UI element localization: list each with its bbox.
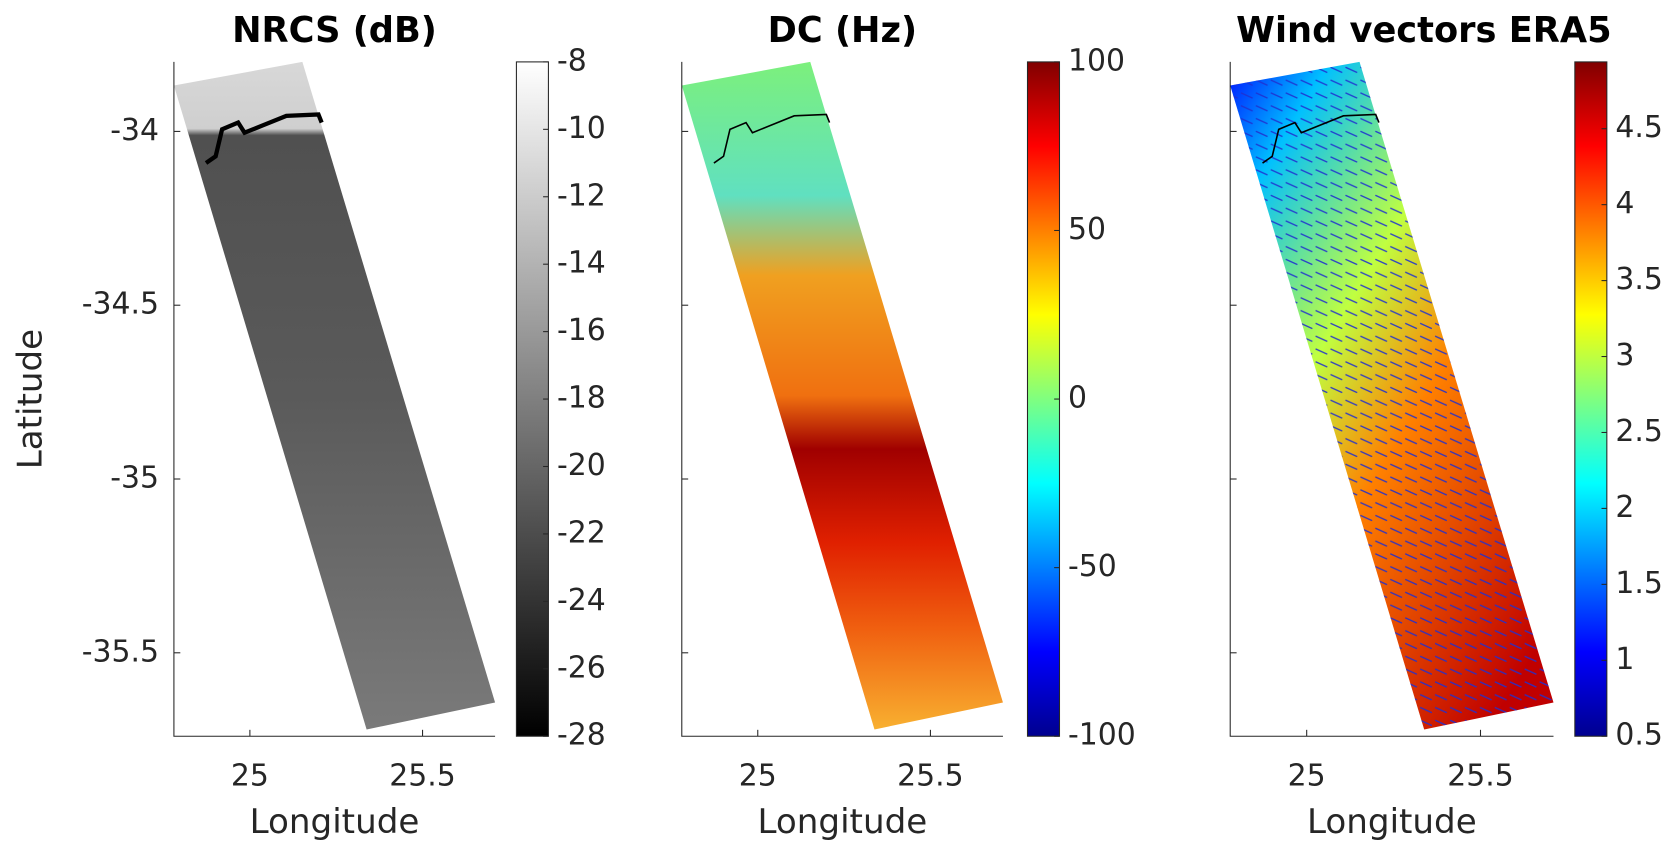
colorbar-tick-label: 4.5: [1615, 110, 1663, 145]
colorbar-tick-label: -12: [557, 178, 606, 213]
coastline: [1262, 113, 1380, 164]
y-tick-label: -34: [110, 113, 159, 148]
x-tick-label: 25: [739, 758, 777, 793]
wind-vectors: [1230, 61, 1554, 730]
swath-image: [681, 61, 1003, 730]
y-tick-label: -35: [110, 461, 159, 496]
colorbar-tick-label: -20: [557, 448, 606, 483]
y-tick-label: -34.5: [82, 287, 159, 322]
x-axis-label: Longitude: [1307, 802, 1477, 842]
axes-frame: [1229, 61, 1554, 737]
colorbar-tick-label: 4: [1615, 186, 1634, 221]
colorbar-tick-label: -22: [557, 515, 606, 550]
x-axis-label: Longitude: [250, 802, 420, 842]
colorbar-tick-label: -26: [557, 650, 606, 685]
panel-title: NRCS (dB): [232, 10, 437, 51]
colorbar-tick-label: 3: [1615, 338, 1634, 373]
colorbar-tick-label: -28: [557, 718, 606, 753]
x-tick-label: 25: [1288, 758, 1326, 793]
colorbar-tick-label: 2: [1615, 490, 1634, 525]
colorbar-tick-label: -14: [557, 246, 606, 281]
colorbar-tick-label: 1: [1615, 642, 1634, 677]
colorbar-tick-label: 2.5: [1615, 414, 1663, 449]
colorbar-tick-label: 1.5: [1615, 566, 1663, 601]
x-tick-label: 25.5: [389, 758, 455, 793]
swath-image: [173, 61, 496, 730]
y-tick-label: -35.5: [82, 634, 159, 669]
colorbar-tick-label: -16: [557, 313, 606, 348]
x-tick-label: 25.5: [897, 758, 963, 793]
colorbar-tick-label: -100: [1068, 718, 1136, 753]
colorbar-tick-label: -10: [557, 111, 606, 146]
y-axis-label: Latitude: [11, 329, 51, 469]
panel-title: DC (Hz): [768, 10, 917, 51]
colorbar-tick-label: 50: [1068, 212, 1106, 247]
coastline: [204, 112, 324, 165]
colorbar-tick-label: -8: [557, 43, 587, 78]
colorbar: [1574, 61, 1608, 737]
colorbar-tick-label: 3.5: [1615, 262, 1663, 297]
colorbar-tick-label: -18: [557, 381, 606, 416]
colorbar-tick-label: -24: [557, 583, 606, 618]
colorbar-tick-label: 0.5: [1615, 718, 1663, 753]
x-tick-label: 25.5: [1447, 758, 1513, 793]
colorbar-tick-label: 0: [1068, 381, 1087, 416]
colorbar-tick-label: -50: [1068, 549, 1117, 584]
panel-title: Wind vectors ERA5: [1236, 10, 1611, 51]
axes-frame: [173, 61, 496, 737]
x-axis-label: Longitude: [758, 802, 928, 842]
coastline: [713, 113, 831, 164]
axes-frame: [681, 61, 1003, 737]
x-tick-label: 25: [231, 758, 269, 793]
colorbar-tick-label: 100: [1068, 43, 1125, 78]
